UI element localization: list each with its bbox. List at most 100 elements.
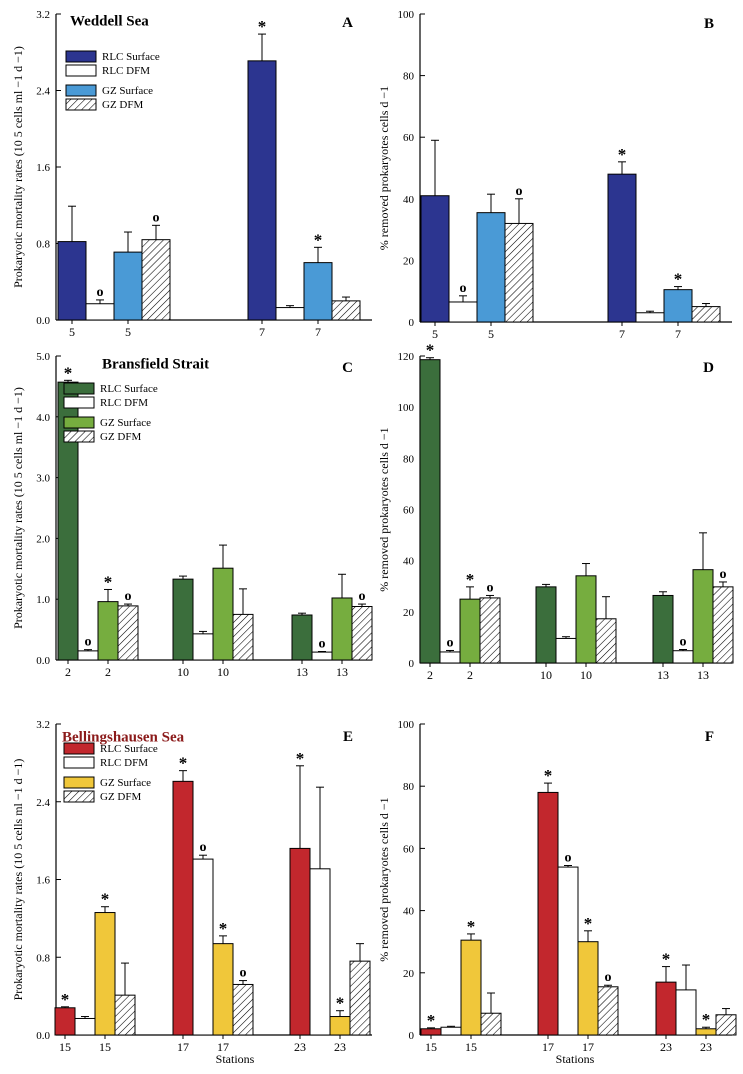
legend-swatch <box>65 50 97 63</box>
legend-label: RLC Surface <box>100 743 158 755</box>
y-tick-label: 40 <box>403 194 415 206</box>
bar-gz-dfm <box>232 983 254 1036</box>
bar-gz-surface <box>329 1016 351 1036</box>
bar-gz-surface <box>459 598 481 664</box>
bar-rlc-dfm <box>192 633 214 661</box>
station-tick-label: 7 <box>675 327 681 341</box>
y-tick-label: 3.2 <box>36 9 50 21</box>
y-tick-label: 3.2 <box>36 719 50 731</box>
y-tick-label: 40 <box>403 556 415 568</box>
significance-star: * <box>296 749 305 768</box>
legend-swatch <box>63 416 95 429</box>
bar-rlc-surface <box>655 981 677 1036</box>
legend-label: GZ DFM <box>102 99 143 111</box>
significance-o-marker: o <box>605 970 612 985</box>
bar-rlc-surface <box>289 847 311 1036</box>
bar-rlc-surface <box>652 594 674 664</box>
significance-star: * <box>219 919 228 938</box>
legend-swatch <box>63 430 95 443</box>
y-axis-label: Prokaryotic mortality rates (10 5 cells … <box>11 759 25 1001</box>
bar-gz-surface <box>94 912 116 1036</box>
significance-o-marker: o <box>240 966 247 981</box>
bar-rlc-dfm <box>555 637 577 664</box>
y-tick-label: 0 <box>409 317 415 329</box>
bar-rlc-surface <box>172 578 194 661</box>
y-tick-label: 2.4 <box>36 797 50 809</box>
bar-gz-dfm <box>691 306 721 323</box>
panel-title: Weddell Sea <box>70 13 149 29</box>
significance-o-marker: o <box>680 634 687 649</box>
significance-star: * <box>426 341 435 360</box>
bar-gz-dfm <box>117 605 139 661</box>
significance-star: * <box>467 917 476 936</box>
legend-label: GZ DFM <box>100 791 141 803</box>
bar-gz-surface <box>695 1028 717 1036</box>
station-tick-label: 15 <box>465 1040 477 1054</box>
station-tick-label: 7 <box>259 325 265 339</box>
y-tick-label: 0.0 <box>36 655 50 667</box>
legend: RLC Surface RLC DFM GZ Surface GZ DFM <box>65 50 160 111</box>
bar-gz-surface <box>663 289 693 323</box>
significance-o-marker: o <box>200 840 207 855</box>
y-tick-label: 60 <box>403 132 415 144</box>
station-tick-label: 23 <box>660 1040 672 1054</box>
significance-star: * <box>336 994 345 1013</box>
station-tick-label: 23 <box>294 1040 306 1054</box>
bar-rlc-dfm <box>635 312 665 323</box>
station-tick-label: 10 <box>580 668 592 682</box>
legend-swatch <box>63 742 95 755</box>
significance-star: * <box>427 1011 436 1030</box>
significance-star: * <box>674 270 683 289</box>
station-tick-label: 7 <box>619 327 625 341</box>
bar-rlc-dfm <box>675 989 697 1036</box>
bar-gz-surface <box>577 941 599 1036</box>
station-tick-label: 2 <box>467 668 473 682</box>
station-tick-label: 10 <box>177 665 189 679</box>
station-tick-label: 15 <box>59 1040 71 1054</box>
significance-star: * <box>64 363 73 382</box>
y-axis-label: Prokaryotic mortality rates (10 5 cells … <box>11 46 25 288</box>
bar-gz-dfm <box>114 994 136 1036</box>
station-tick-label: 10 <box>540 668 552 682</box>
bar-gz-dfm <box>351 605 373 661</box>
significance-star: * <box>544 766 553 785</box>
bar-gz-dfm <box>504 222 534 323</box>
station-tick-label: 17 <box>542 1040 554 1054</box>
legend-swatch <box>65 64 97 77</box>
station-tick-label: 2 <box>105 665 111 679</box>
y-tick-label: 0.0 <box>36 1030 50 1042</box>
bar-rlc-surface <box>419 359 441 664</box>
station-tick-label: 5 <box>488 327 494 341</box>
bar-rlc-surface <box>537 791 559 1036</box>
y-tick-label: 1.0 <box>36 594 50 606</box>
significance-o-marker: o <box>720 567 727 582</box>
y-axis-label: % removed prokaryotes cells d −1 <box>377 86 391 250</box>
bar-rlc-dfm <box>85 303 115 321</box>
bar-rlc-dfm <box>672 650 694 664</box>
bar-gz-surface <box>331 597 353 661</box>
bar-gz-dfm <box>595 618 617 664</box>
panel-letter: D <box>703 360 714 376</box>
panel-e: 0.0 0.8 1.6 2.4 3.2 Prokaryotic mortality rat… <box>11 719 372 1066</box>
station-tick-label: 13 <box>296 665 308 679</box>
y-tick-label: 1.6 <box>36 875 50 887</box>
significance-o-marker: o <box>460 281 467 296</box>
bar-rlc-dfm <box>275 307 305 321</box>
bar-gz-surface <box>113 251 143 321</box>
panel-letter: E <box>343 729 353 745</box>
bar-rlc-dfm <box>311 651 333 661</box>
y-tick-label: 0.8 <box>36 952 50 964</box>
bar-gz-dfm <box>715 1014 737 1036</box>
bar-rlc-dfm <box>557 866 579 1036</box>
significance-star: * <box>61 990 70 1009</box>
station-tick-label: 10 <box>217 665 229 679</box>
bar-rlc-surface <box>54 1007 76 1036</box>
panel-a: 0.0 0.8 1.6 2.4 3.2 Prokaryotic mortality rat… <box>11 9 372 339</box>
bar-rlc-surface <box>291 614 313 661</box>
station-tick-label: 13 <box>697 668 709 682</box>
y-tick-label: 1.6 <box>36 162 50 174</box>
panel-title: Bransfield Strait <box>102 356 209 372</box>
y-tick-label: 2.0 <box>36 533 50 545</box>
significance-o-marker: o <box>97 285 104 300</box>
bar-rlc-surface <box>535 586 557 664</box>
